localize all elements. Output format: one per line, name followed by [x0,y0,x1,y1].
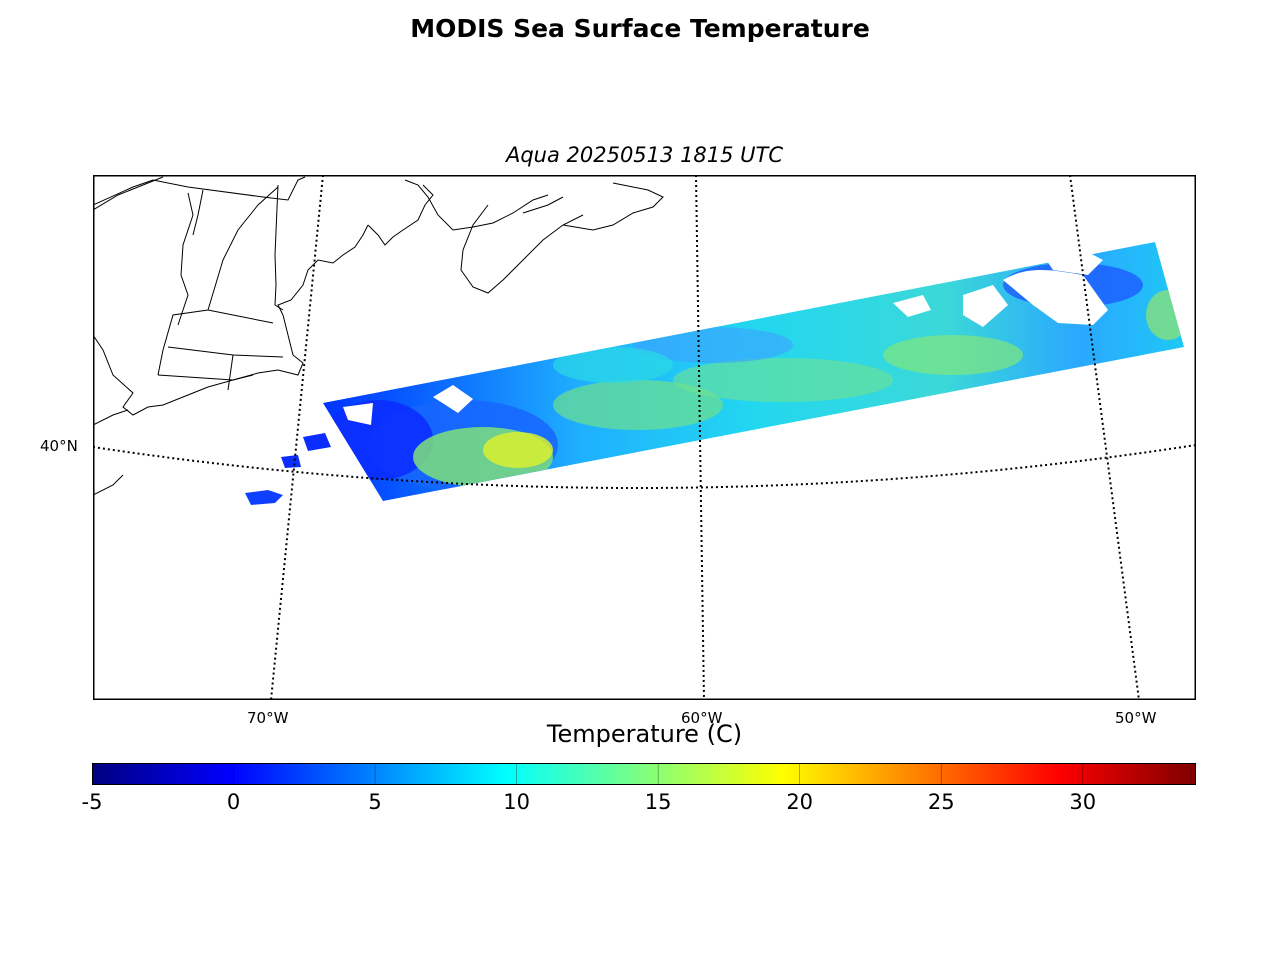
colorbar-border [92,763,1196,785]
map-border [93,175,1196,700]
longitude-label-50w: 50°W [1115,709,1157,727]
sst-swath [245,242,1184,505]
colorbar-tick-label: 20 [786,790,814,814]
chart-subtitle: Aqua 20250513 1815 UTC [505,143,784,167]
colorbar-tick-label: -5 [81,790,103,814]
colorbar-tick-label: 25 [927,790,955,814]
coastlines [93,176,664,496]
colorbar-tick-label: 15 [644,790,672,814]
colorbar-tick-label: 10 [503,790,530,814]
colorbar-tick-label: 5 [368,790,382,814]
colorbar [92,763,1196,785]
colorbar-tick-lines [233,763,1084,785]
longitude-label-60w: 60°W [681,709,723,727]
colorbar-tick-label: 0 [226,790,241,814]
colorbar-tick-label: 30 [1069,790,1097,814]
meridian-50w [1069,175,1140,700]
map-canvas [93,175,1196,700]
latitude-label-40n: 40°N [40,437,78,455]
parallel-40n [93,444,1196,489]
map-panel [93,175,1196,700]
chart-title: MODIS Sea Surface Temperature [410,14,870,43]
graticule [93,175,1196,700]
colorbar-gradient [92,763,1196,785]
colorbar-label: Temperature (C) [546,720,743,748]
longitude-label-70w: 70°W [247,709,289,727]
